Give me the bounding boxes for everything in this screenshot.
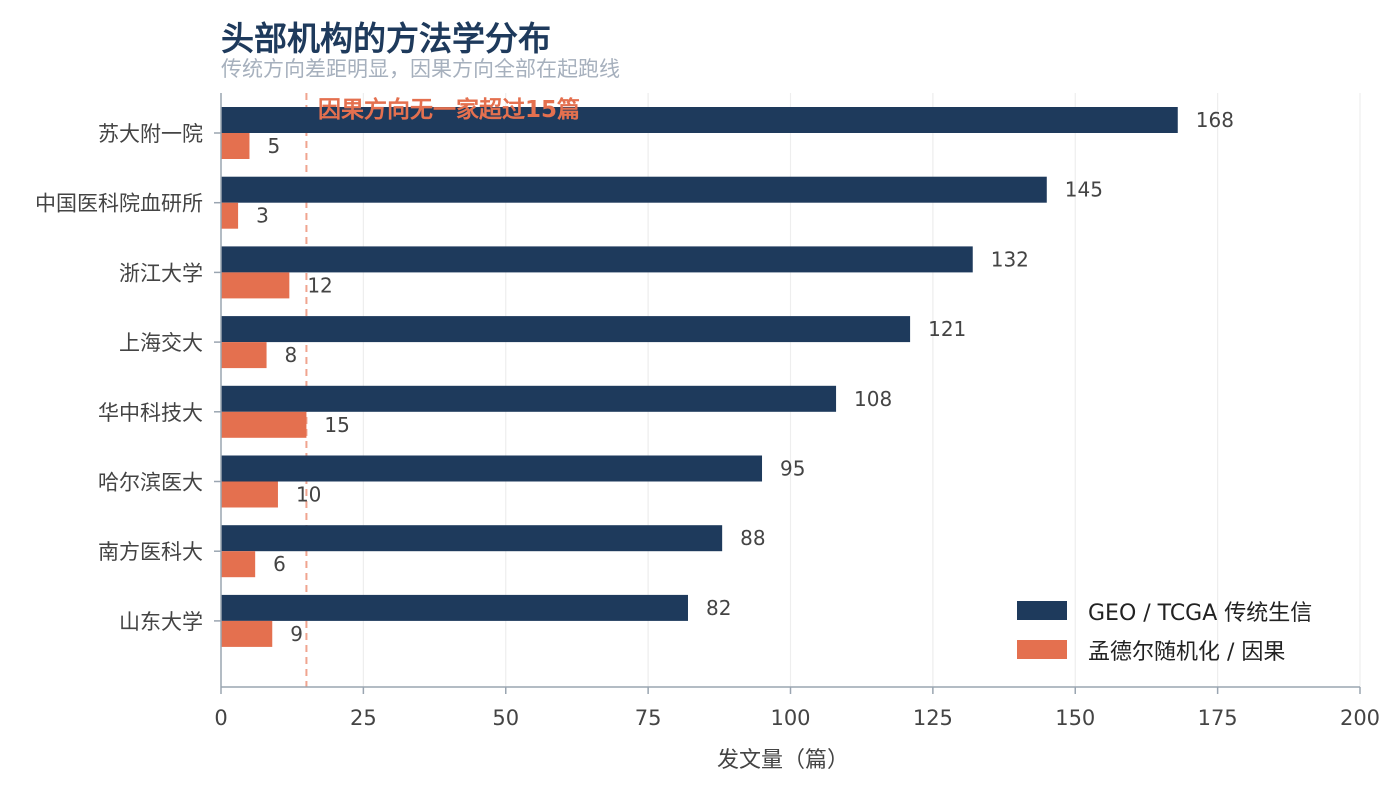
x-tick-label: 175 — [1198, 706, 1238, 730]
legend: GEO / TCGA 传统生信 孟德尔随机化 / 因果 — [1017, 601, 1312, 665]
value-label-mr: 9 — [290, 622, 303, 646]
value-label-mr: 15 — [324, 413, 349, 437]
value-label-geo: 88 — [740, 526, 765, 550]
bars — [221, 107, 1178, 647]
x-tick-label: 150 — [1055, 706, 1095, 730]
y-category-label: 浙江大学 — [119, 261, 203, 285]
x-tick-label: 100 — [770, 706, 810, 730]
value-label-geo: 95 — [780, 457, 805, 481]
x-tick-label: 125 — [913, 706, 953, 730]
bar-geo — [221, 385, 837, 412]
chart-title: 头部机构的方法学分布 — [221, 19, 551, 58]
reference-annotation: 因果方向无一家超过15篇 — [318, 96, 580, 123]
y-category-label: 山东大学 — [119, 610, 203, 634]
y-category-label: 苏大附一院 — [98, 122, 203, 146]
value-label-mr: 12 — [307, 273, 332, 297]
legend-swatch-mr — [1017, 640, 1067, 659]
bar-geo — [221, 246, 973, 273]
bar-mr — [221, 342, 267, 369]
bar-mr — [221, 411, 307, 438]
bar-geo — [221, 316, 911, 343]
x-tick-label: 75 — [635, 706, 662, 730]
value-label-geo: 108 — [854, 387, 892, 411]
x-axis-title: 发文量（篇） — [717, 748, 849, 773]
y-category-label: 哈尔滨医大 — [98, 471, 203, 495]
bar-mr — [221, 620, 273, 647]
x-tick-label: 0 — [214, 706, 227, 730]
legend-label-mr: 孟德尔随机化 / 因果 — [1088, 640, 1285, 665]
value-labels: 168 5 145 3 132 12 121 8 108 15 95 10 88 6 82 9 — [256, 108, 1234, 646]
value-label-geo: 145 — [1065, 178, 1103, 202]
value-label-mr: 6 — [273, 552, 286, 576]
bar-geo — [221, 107, 1178, 133]
bar-geo — [221, 594, 688, 621]
value-label-mr: 10 — [296, 483, 321, 507]
y-category-label: 上海交大 — [119, 331, 203, 355]
bar-mr — [221, 202, 239, 229]
y-category-label: 华中科技大 — [98, 401, 203, 425]
value-label-geo: 168 — [1196, 108, 1234, 132]
bar-mr — [221, 133, 250, 159]
value-label-mr: 8 — [285, 343, 298, 367]
value-label-mr: 5 — [267, 134, 280, 158]
value-label-geo: 121 — [928, 317, 966, 341]
value-label-mr: 3 — [256, 204, 269, 228]
bar-geo — [221, 525, 723, 552]
chart-subtitle: 传统方向差距明显，因果方向全部在起跑线 — [221, 57, 620, 81]
bar-mr — [221, 481, 278, 508]
y-category-label: 南方医科大 — [98, 540, 203, 564]
bar-geo — [221, 176, 1047, 203]
legend-label-geo: GEO / TCGA 传统生信 — [1088, 601, 1312, 626]
legend-swatch-geo — [1017, 601, 1067, 620]
y-category-label: 中国医科院血研所 — [35, 192, 203, 216]
x-tick-label: 50 — [492, 706, 519, 730]
value-label-geo: 132 — [991, 247, 1029, 271]
x-ticks: 0 25 50 75 100 125 150 175 200 — [214, 687, 1380, 730]
x-tick-label: 200 — [1340, 706, 1380, 730]
bar-geo — [221, 455, 763, 482]
bar-mr — [221, 272, 290, 299]
x-tick-label: 25 — [350, 706, 377, 730]
value-label-geo: 82 — [706, 596, 731, 620]
bar-mr — [221, 551, 256, 578]
